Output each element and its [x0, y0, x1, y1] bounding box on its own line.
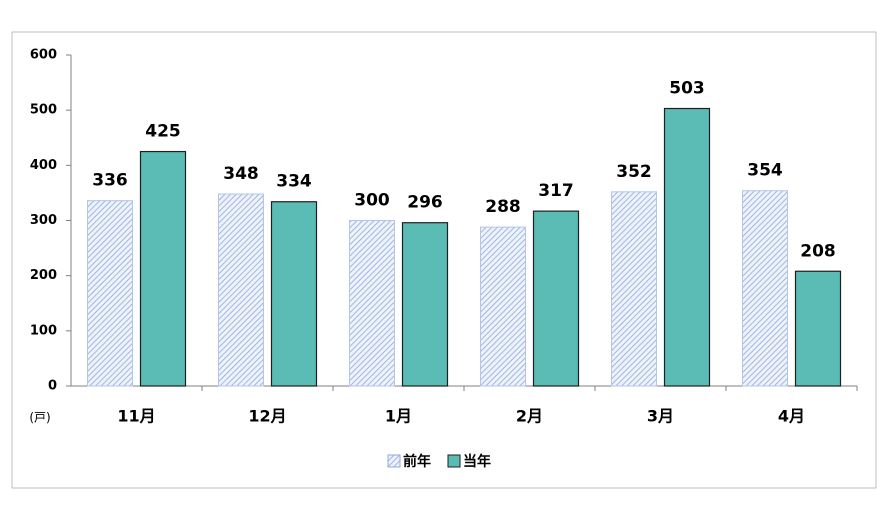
bar: [139, 150, 187, 387]
x-tick-label: 3月: [647, 407, 674, 426]
value-label: 336: [92, 171, 128, 191]
bar: [663, 107, 711, 387]
y-tick-label: 200: [30, 268, 57, 283]
y-tick-label: 0: [48, 379, 57, 394]
value-label: 296: [407, 193, 443, 213]
y-tick-label: 400: [30, 158, 57, 173]
x-tick-label: 12月: [248, 407, 286, 426]
y-tick-label: 600: [30, 48, 57, 63]
bar: [794, 270, 842, 387]
y-tick-label: 300: [30, 213, 57, 228]
value-label: 288: [485, 197, 521, 217]
y-unit: (戸): [29, 411, 50, 425]
bar: [532, 210, 580, 387]
value-label: 354: [747, 161, 783, 181]
value-label: 425: [145, 122, 181, 142]
value-label: 317: [538, 181, 574, 201]
legend-label: 前年: [403, 453, 431, 470]
x-tick-label: 11月: [117, 407, 155, 426]
y-tick-label: 500: [30, 103, 57, 118]
bar: [349, 220, 395, 387]
value-label: 503: [669, 79, 705, 99]
legend-swatch: [447, 454, 461, 468]
legend-label: 当年: [463, 453, 491, 470]
bar: [87, 200, 133, 387]
legend-swatch: [387, 454, 401, 468]
bar: [480, 226, 526, 387]
x-tick-label: 1月: [385, 407, 412, 426]
bar: [270, 201, 318, 387]
value-label: 348: [223, 164, 259, 184]
value-label: 334: [276, 172, 312, 192]
bar: [742, 190, 788, 387]
x-tick-label: 2月: [516, 407, 543, 426]
bar: [218, 193, 264, 387]
value-label: 208: [800, 241, 836, 261]
x-tick-label: 4月: [778, 407, 805, 426]
y-tick-label: 100: [30, 323, 57, 338]
bar: [401, 222, 449, 387]
value-label: 300: [354, 191, 390, 211]
value-label: 352: [616, 162, 652, 182]
bar: [611, 191, 657, 387]
